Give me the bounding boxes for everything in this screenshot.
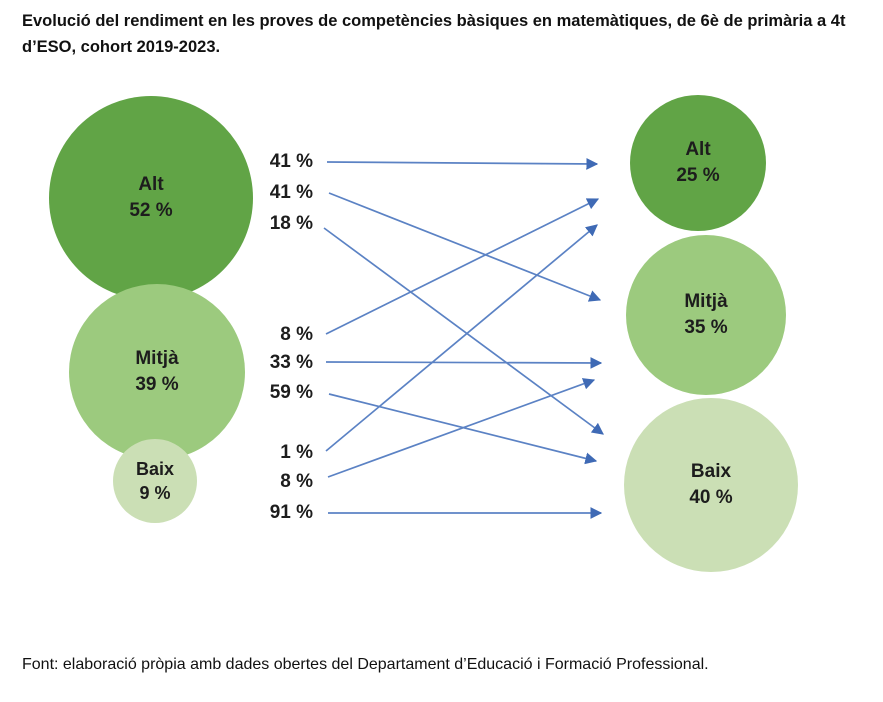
arrow-alt-to-baix [323, 227, 604, 435]
arrow-alt-to-mitja [328, 192, 602, 302]
bubble-value: 35 % [684, 317, 728, 338]
bubble-left-baix: Baix 9 % [113, 439, 197, 523]
bubble-label: Mitjà [684, 291, 728, 312]
arrow-baix-to-alt [325, 224, 598, 452]
flow-label-mitja-to-baix: 59 % [269, 382, 313, 403]
bubble-left-mitja: Mitjà 39 % [69, 284, 245, 460]
bubble-right-mitja: Mitjà 35 % [626, 235, 786, 395]
bubble-value: 39 % [135, 374, 179, 395]
bubble-value: 9 % [139, 483, 171, 503]
bubble-left-alt: Alt 52 % [49, 96, 253, 300]
bubble-right-baix: Baix 40 % [624, 398, 798, 572]
flow-label-mitja-to-alt: 8 % [280, 324, 313, 345]
bubble-value: 25 % [676, 165, 720, 186]
flow-label-alt-to-baix: 18 % [269, 213, 313, 234]
source-note: Font: elaboració pròpia amb dades oberte… [22, 656, 709, 673]
bubble-label: Mitjà [135, 348, 179, 369]
chart-title: Evolució del rendiment en les proves de … [22, 12, 846, 56]
flow-label-alt-to-alt: 41 % [269, 151, 313, 172]
bubble-label: Alt [685, 139, 711, 160]
arrow-alt-to-alt [326, 157, 599, 170]
arrow-mitja-to-alt [325, 198, 600, 335]
flow-label-alt-to-mitja: 41 % [269, 182, 313, 203]
bubble-value: 52 % [129, 200, 173, 221]
bubble-label: Baix [135, 459, 175, 479]
bubble-right-alt: Alt 25 % [630, 95, 766, 231]
flow-label-mitja-to-mitja: 33 % [269, 352, 313, 373]
flow-label-baix-to-baix: 91 % [269, 502, 313, 523]
bubble-label: Alt [138, 174, 164, 195]
arrow-mitja-to-mitja [325, 357, 603, 369]
arrow-baix-to-mitja [327, 378, 596, 478]
bubble-value: 40 % [689, 487, 733, 508]
flow-label-baix-to-alt: 1 % [280, 442, 313, 463]
arrow-mitja-to-baix [328, 393, 598, 465]
flow-label-baix-to-mitja: 8 % [280, 471, 313, 492]
bubble-label: Baix [690, 461, 732, 482]
